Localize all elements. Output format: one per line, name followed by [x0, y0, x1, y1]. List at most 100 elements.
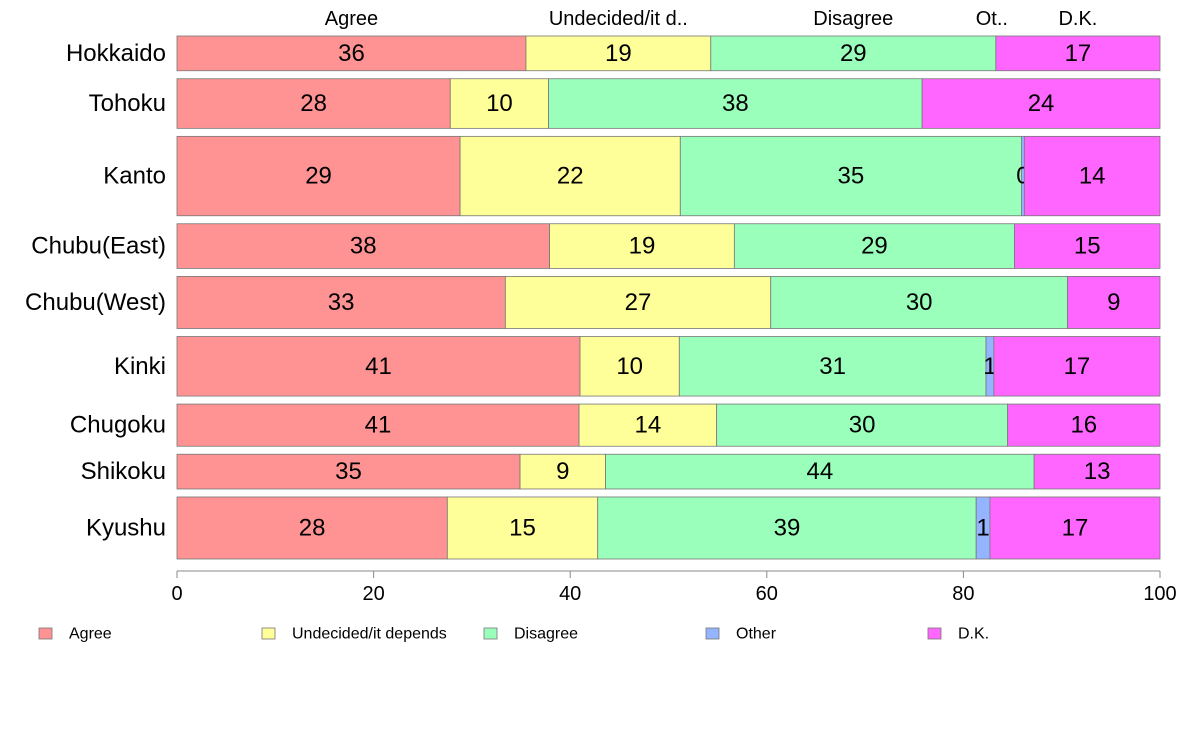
- legend-swatch: [705, 627, 720, 640]
- x-tick-label: 100: [1143, 583, 1176, 605]
- data-label: 9: [1107, 289, 1120, 316]
- x-tick-label: 20: [362, 583, 384, 605]
- category-label: Tohoku: [89, 90, 166, 117]
- bar-segment-chubu-west--agree: [176, 276, 506, 329]
- bar-segment-chubu-east--agree: [176, 223, 550, 269]
- legend-label: D.K.: [958, 626, 989, 643]
- data-label: 13: [1084, 458, 1111, 485]
- category-label: Kyushu: [86, 514, 166, 541]
- bar-segment-chubu-east--disagree: [733, 223, 1015, 269]
- legend-label: Undecided/it depends: [292, 626, 447, 643]
- bar-segment-tohoku-undecided-it-depends: [449, 78, 549, 129]
- data-label: 33: [328, 289, 355, 316]
- top-series-label: Ot..: [976, 8, 1008, 30]
- bar-segment-chubu-west--undecided-it-depends: [504, 276, 772, 329]
- data-label: 24: [1028, 90, 1055, 117]
- bar-segment-chubu-east--d-k-: [1014, 223, 1161, 269]
- x-tick-label: 60: [756, 583, 778, 605]
- x-tick-label: 0: [171, 583, 182, 605]
- legend-label: Disagree: [514, 626, 578, 643]
- top-series-label: Disagree: [813, 8, 893, 30]
- data-label: 39: [774, 514, 801, 541]
- bar-segment-tohoku-d-k-: [921, 78, 1161, 129]
- bar-segment-chugoku-agree: [176, 403, 580, 447]
- top-series-label: Agree: [325, 8, 378, 30]
- bar-segment-hokkaido-agree: [176, 35, 527, 72]
- data-label: 30: [849, 412, 876, 439]
- bar-segment-kanto-agree: [176, 135, 461, 217]
- data-label: 38: [722, 90, 749, 117]
- bar-segment-chubu-west--d-k-: [1067, 276, 1161, 329]
- data-label: 41: [365, 353, 392, 380]
- legend-swatch: [927, 627, 942, 640]
- bar-segment-tohoku-disagree: [548, 78, 923, 129]
- bar-segment-shikoku-disagree: [605, 453, 1035, 490]
- top-series-label: D.K.: [1058, 8, 1097, 30]
- data-label: 17: [1065, 40, 1092, 67]
- data-label: 22: [557, 163, 584, 190]
- legend-swatch: [261, 627, 276, 640]
- bar-segment-kyushu-agree: [176, 496, 448, 560]
- data-label: 19: [605, 40, 632, 67]
- bar-segment-shikoku-undecided-it-depends: [519, 453, 606, 490]
- category-label: Chugoku: [70, 412, 166, 439]
- bar-segment-kinki-undecided-it-depends: [579, 336, 680, 397]
- category-label: Chubu(West): [25, 289, 166, 316]
- data-label: 27: [625, 289, 652, 316]
- data-label: 16: [1070, 412, 1097, 439]
- category-label: Hokkaido: [66, 40, 166, 67]
- data-label: 1: [976, 514, 989, 541]
- category-label: Kanto: [103, 163, 166, 190]
- bar-segment-kinki-disagree: [678, 336, 987, 397]
- bar-segment-hokkaido-undecided-it-depends: [525, 35, 712, 72]
- data-label: 28: [299, 514, 326, 541]
- bar-segment-chubu-east--undecided-it-depends: [549, 223, 735, 269]
- bar-segment-shikoku-d-k-: [1033, 453, 1161, 490]
- bar-segment-kinki-agree: [176, 336, 581, 397]
- data-label: 9: [556, 458, 569, 485]
- data-label: 36: [338, 40, 365, 67]
- data-label: 15: [1074, 233, 1101, 260]
- bar-segment-chugoku-disagree: [716, 403, 1009, 447]
- data-label: 31: [819, 353, 846, 380]
- data-label: 41: [365, 412, 392, 439]
- data-label: 30: [906, 289, 933, 316]
- bar-segment-kanto-undecided-it-depends: [459, 135, 681, 217]
- bar-segment-tohoku-agree: [176, 78, 451, 129]
- legend-label: Other: [736, 626, 777, 643]
- data-label: 44: [807, 458, 834, 485]
- bar-segment-kanto-d-k-: [1023, 135, 1161, 217]
- data-label: 10: [616, 353, 643, 380]
- data-label: 14: [1079, 163, 1106, 190]
- legend-swatch: [483, 627, 498, 640]
- bar-segment-kyushu-undecided-it-depends: [446, 496, 599, 560]
- data-label: 29: [305, 163, 332, 190]
- bar-segment-chubu-west--disagree: [770, 276, 1068, 329]
- bar-segment-hokkaido-disagree: [710, 35, 997, 72]
- data-label: 28: [300, 90, 327, 117]
- bar-segment-kinki-d-k-: [993, 336, 1161, 397]
- data-label: 38: [350, 233, 377, 260]
- data-label: 14: [635, 412, 662, 439]
- data-label: 35: [837, 163, 864, 190]
- data-label: 35: [335, 458, 362, 485]
- category-label: Chubu(East): [31, 233, 166, 260]
- x-tick-label: 80: [952, 583, 974, 605]
- bar-segment-kyushu-d-k-: [989, 496, 1161, 560]
- data-label: 1: [983, 353, 996, 380]
- data-label: 10: [486, 90, 513, 117]
- bar-segment-chugoku-d-k-: [1007, 403, 1161, 447]
- bar-segment-hokkaido-d-k-: [995, 35, 1161, 72]
- legend-label: Agree: [69, 626, 112, 643]
- data-label: 17: [1062, 514, 1089, 541]
- data-label: 19: [629, 233, 656, 260]
- x-tick-label: 40: [559, 583, 581, 605]
- top-series-label: Undecided/it d..: [549, 8, 688, 30]
- data-label: 17: [1064, 353, 1091, 380]
- data-label: 15: [509, 514, 536, 541]
- data-label: 29: [840, 40, 867, 67]
- bar-segment-kyushu-disagree: [597, 496, 977, 560]
- data-label: 29: [861, 233, 888, 260]
- legend-swatch: [38, 627, 53, 640]
